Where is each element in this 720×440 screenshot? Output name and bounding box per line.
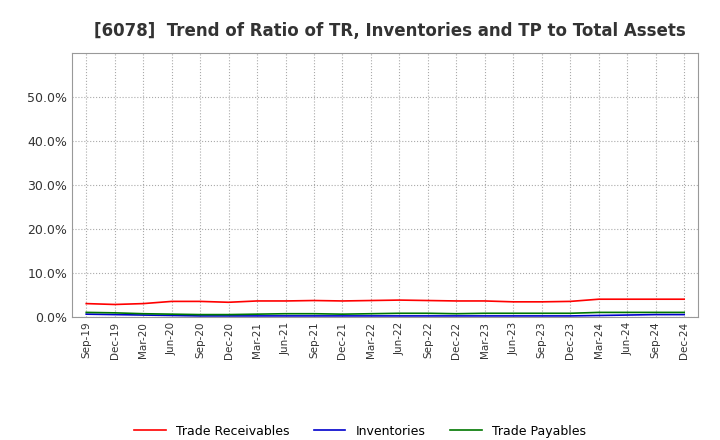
Inventories [480, 313, 489, 319]
Trade Receivables [595, 297, 603, 302]
Trade Payables [480, 311, 489, 316]
Trade Payables [537, 311, 546, 316]
Trade Receivables [196, 299, 204, 304]
Trade Payables [310, 311, 318, 316]
Inventories [652, 312, 660, 317]
Inventories [452, 313, 461, 319]
Trade Payables [82, 310, 91, 315]
Trade Payables [566, 311, 575, 316]
Trade Receivables [82, 301, 91, 306]
Trade Payables [253, 312, 261, 317]
Inventories [680, 312, 688, 317]
Inventories [167, 313, 176, 318]
Trade Payables [282, 311, 290, 316]
Trade Payables [366, 311, 375, 316]
Line: Trade Receivables: Trade Receivables [86, 299, 684, 304]
Inventories [338, 313, 347, 319]
Trade Payables [167, 312, 176, 317]
Inventories [196, 313, 204, 319]
Trade Receivables [110, 302, 119, 307]
Trade Payables [652, 310, 660, 315]
Line: Trade Payables: Trade Payables [86, 312, 684, 315]
Inventories [423, 313, 432, 319]
Trade Receivables [623, 297, 631, 302]
Trade Receivables [509, 299, 518, 304]
Trade Receivables [338, 298, 347, 304]
Trade Receivables [139, 301, 148, 306]
Trade Payables [338, 312, 347, 317]
Trade Receivables [167, 299, 176, 304]
Inventories [537, 313, 546, 319]
Trade Payables [680, 310, 688, 315]
Trade Receivables [282, 298, 290, 304]
Inventories [595, 313, 603, 318]
Trade Payables [423, 311, 432, 316]
Trade Receivables [537, 299, 546, 304]
Inventories [110, 312, 119, 317]
Inventories [395, 313, 404, 319]
Trade Payables [395, 311, 404, 316]
Inventories [623, 312, 631, 318]
Inventories [253, 313, 261, 319]
Inventories [566, 313, 575, 319]
Trade Payables [509, 311, 518, 316]
Trade Receivables [310, 298, 318, 303]
Trade Receivables [423, 298, 432, 303]
Inventories [82, 312, 91, 317]
Trade Payables [623, 310, 631, 315]
Inventories [310, 313, 318, 319]
Inventories [282, 313, 290, 319]
Trade Payables [225, 312, 233, 317]
Trade Payables [110, 310, 119, 315]
Trade Receivables [253, 298, 261, 304]
Inventories [139, 312, 148, 318]
Trade Receivables [480, 298, 489, 304]
Trade Receivables [680, 297, 688, 302]
Trade Receivables [395, 297, 404, 303]
Inventories [509, 313, 518, 319]
Trade Payables [196, 312, 204, 317]
Legend: Trade Receivables, Inventories, Trade Payables: Trade Receivables, Inventories, Trade Pa… [130, 420, 590, 440]
Trade Receivables [652, 297, 660, 302]
Trade Receivables [366, 298, 375, 303]
Trade Receivables [566, 299, 575, 304]
Trade Payables [595, 310, 603, 315]
Inventories [366, 313, 375, 319]
Trade Receivables [452, 298, 461, 304]
Line: Inventories: Inventories [86, 314, 684, 316]
Inventories [225, 313, 233, 319]
Trade Receivables [225, 300, 233, 305]
Trade Payables [139, 311, 148, 316]
Trade Payables [452, 311, 461, 316]
Text: [6078]  Trend of Ratio of TR, Inventories and TP to Total Assets: [6078] Trend of Ratio of TR, Inventories… [94, 22, 685, 40]
